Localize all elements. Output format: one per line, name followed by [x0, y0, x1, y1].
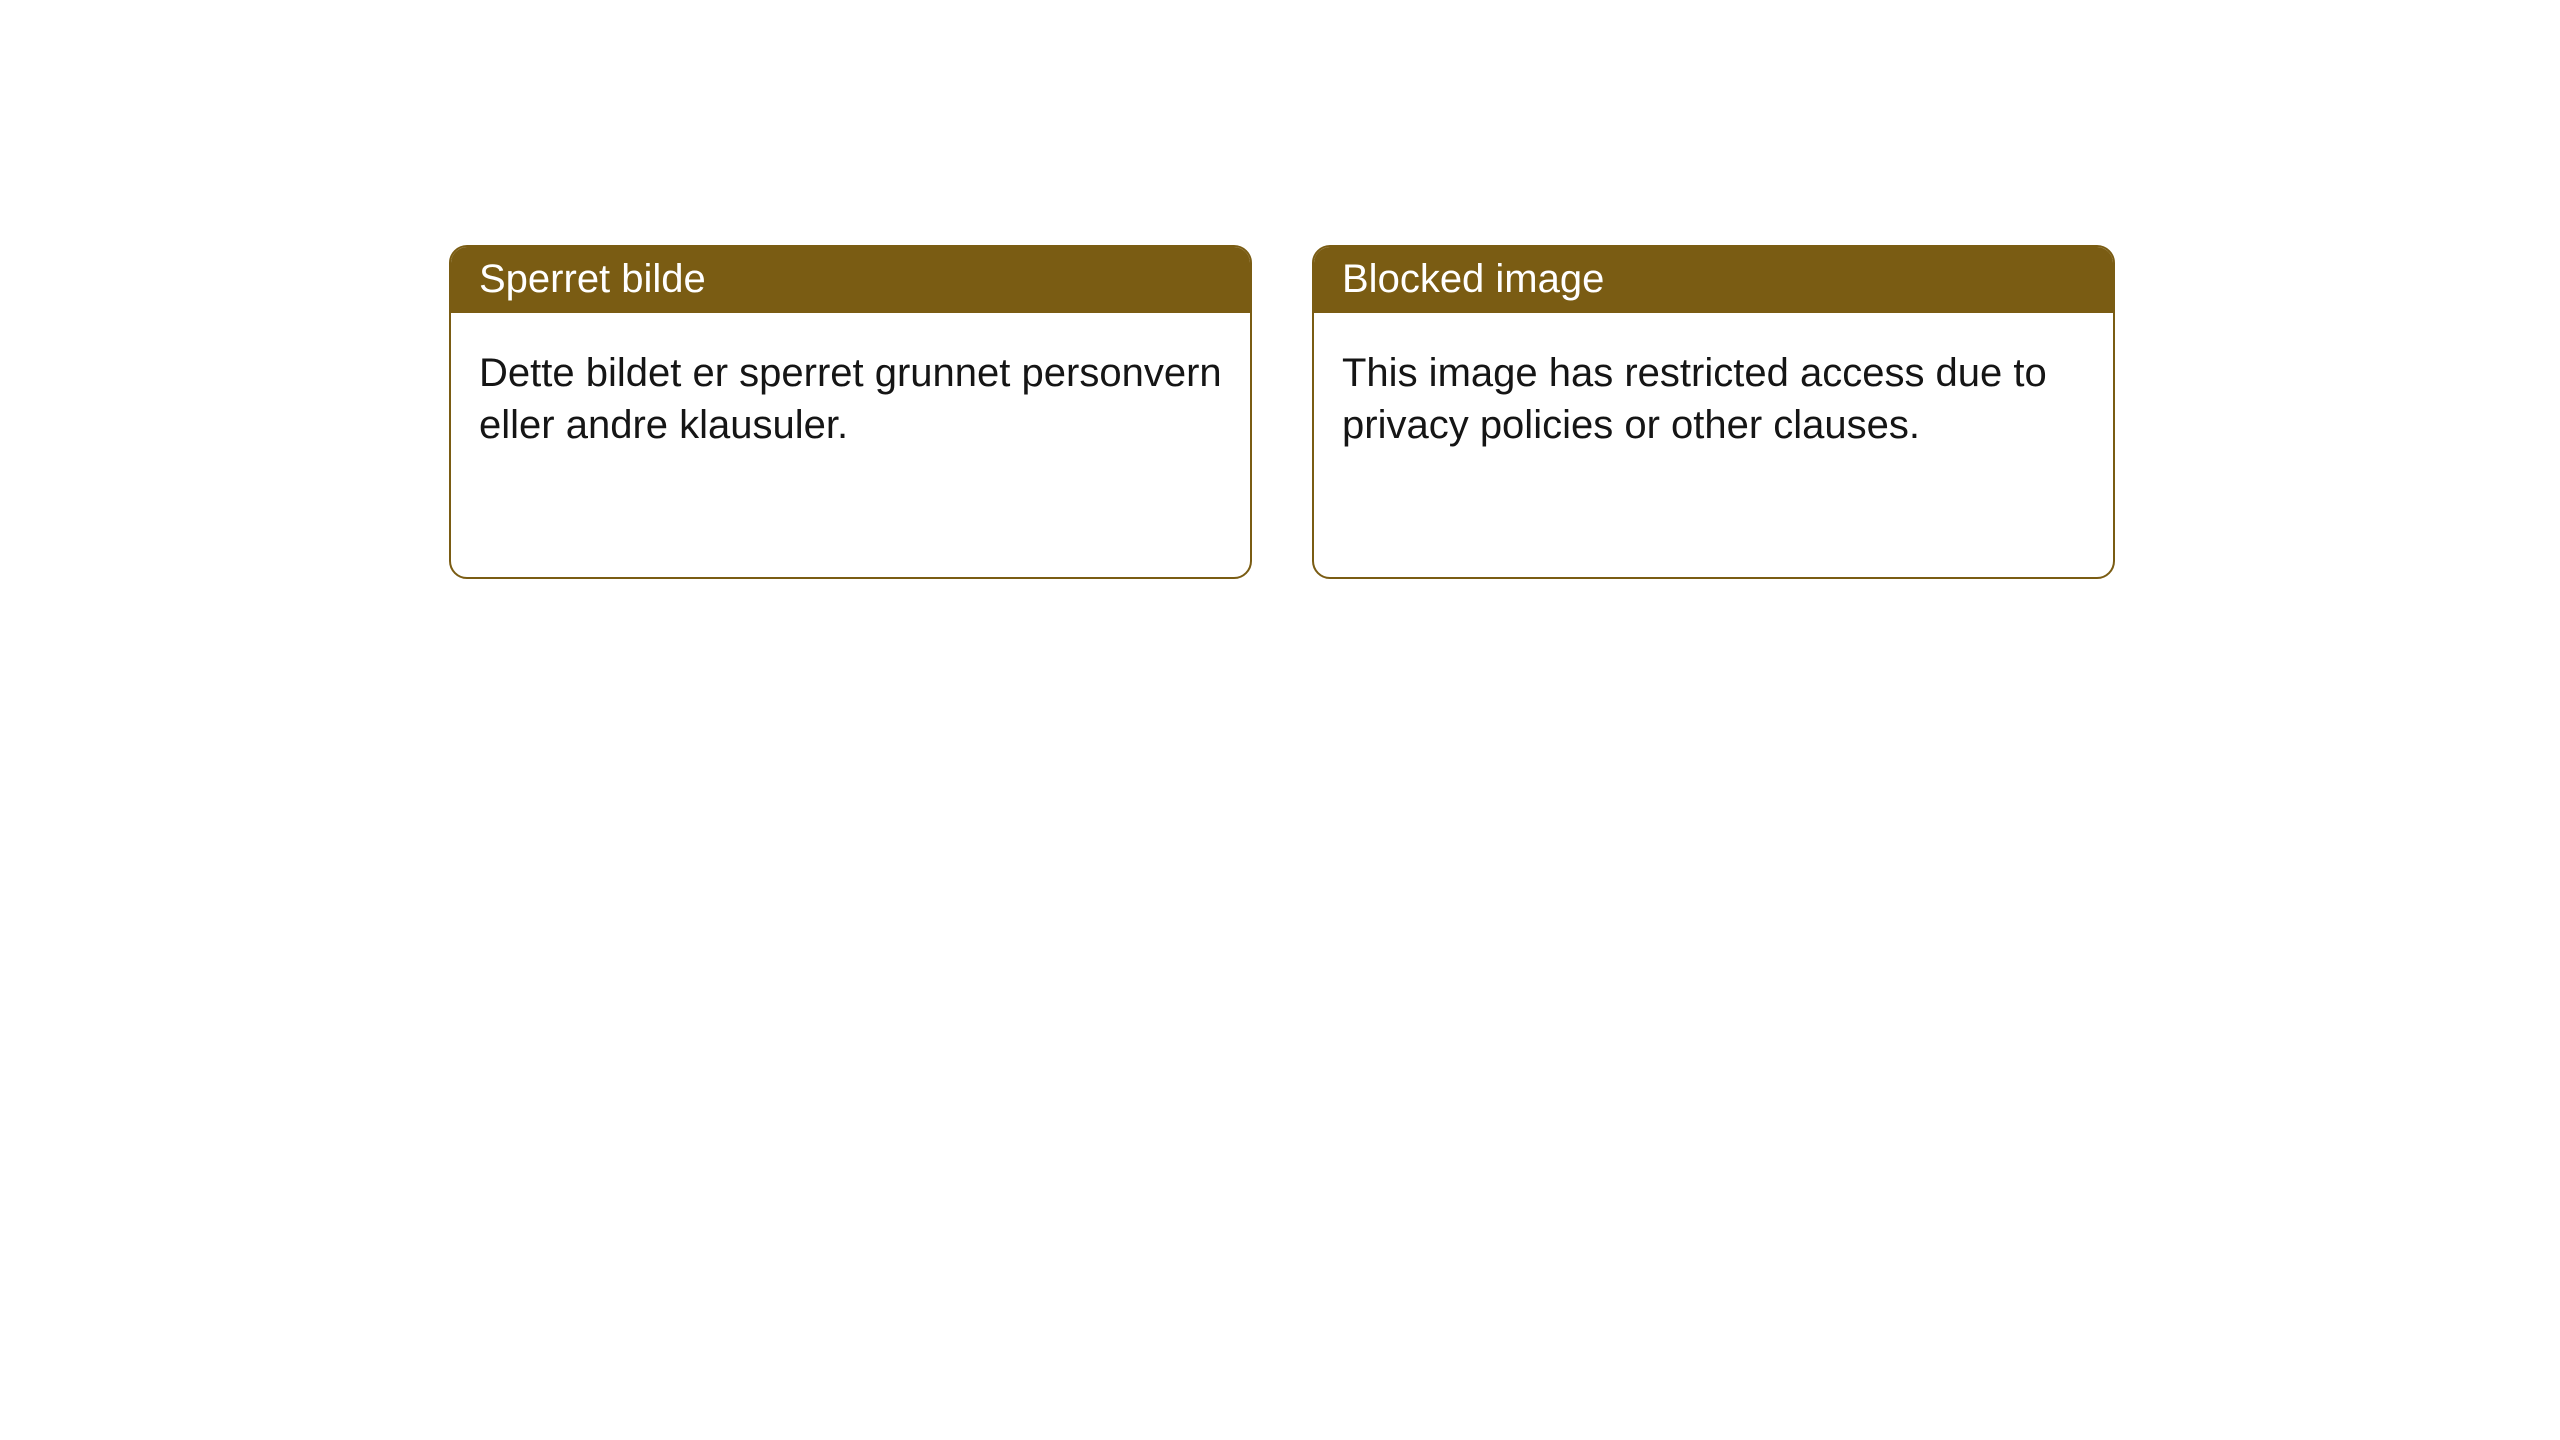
- notice-title-norwegian: Sperret bilde: [451, 247, 1250, 313]
- notice-container: Sperret bilde Dette bildet er sperret gr…: [0, 0, 2560, 579]
- notice-card-english: Blocked image This image has restricted …: [1312, 245, 2115, 579]
- notice-card-norwegian: Sperret bilde Dette bildet er sperret gr…: [449, 245, 1252, 579]
- notice-body-english: This image has restricted access due to …: [1314, 313, 2113, 485]
- notice-body-norwegian: Dette bildet er sperret grunnet personve…: [451, 313, 1250, 485]
- notice-title-english: Blocked image: [1314, 247, 2113, 313]
